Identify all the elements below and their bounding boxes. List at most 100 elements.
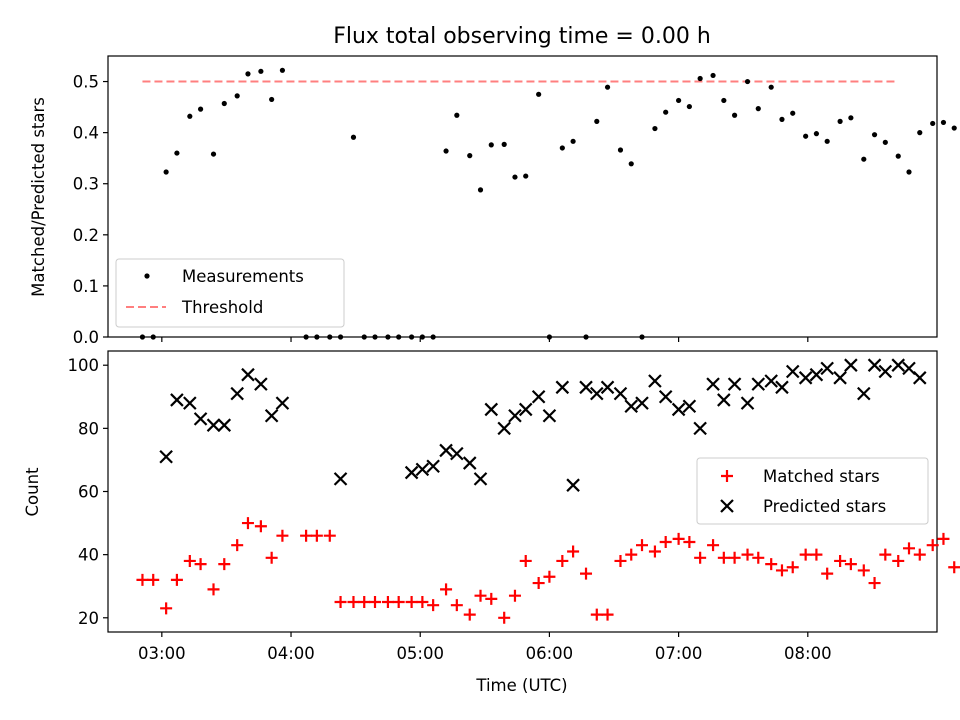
x-tick-label: 08:00 bbox=[784, 644, 832, 663]
legend-measurements-marker bbox=[144, 273, 150, 279]
measurement-point bbox=[570, 138, 576, 144]
matched-stars-point bbox=[799, 548, 812, 561]
predicted-stars-point bbox=[648, 374, 662, 388]
predicted-stars-point bbox=[775, 380, 789, 395]
predicted-stars-point bbox=[473, 472, 488, 486]
matched-stars-point bbox=[567, 545, 580, 558]
legend-matched-label: Matched stars bbox=[763, 467, 880, 486]
measurement-point bbox=[861, 156, 867, 162]
matched-stars-point bbox=[241, 517, 254, 530]
measurement-point bbox=[488, 142, 494, 148]
top-panel: Flux total observing time = 0.00 h Match… bbox=[29, 24, 957, 347]
bottom-panel: Count Time (UTC) 20 40 60 80 100 03:00 04:00 05… bbox=[23, 350, 960, 695]
measurement-point bbox=[385, 334, 391, 340]
matched-stars-point bbox=[519, 554, 532, 567]
predicted-stars-point bbox=[878, 364, 893, 379]
measurement-point bbox=[536, 91, 542, 97]
matched-stars-point bbox=[427, 599, 440, 612]
matched-stars-point bbox=[614, 554, 627, 567]
measurement-point bbox=[197, 106, 204, 112]
top-panel-title: Flux total observing time = 0.00 h bbox=[333, 24, 711, 49]
predicted-stars-point bbox=[404, 465, 419, 480]
measurement-point bbox=[686, 103, 692, 110]
measurement-point bbox=[454, 112, 460, 118]
measurement-point bbox=[234, 93, 240, 99]
predicted-stars-point bbox=[439, 443, 453, 458]
predicted-stars-point bbox=[891, 358, 906, 372]
matched-stars-point bbox=[580, 567, 593, 580]
predicted-stars-point bbox=[798, 371, 813, 385]
measurement-point bbox=[663, 109, 669, 115]
measurement-point bbox=[269, 96, 275, 103]
predicted-stars-point bbox=[706, 377, 720, 391]
measurement-point bbox=[523, 173, 529, 179]
predicted-stars-point bbox=[275, 396, 290, 410]
matched-stars-point bbox=[694, 551, 707, 564]
matched-stars-point bbox=[672, 532, 685, 545]
measurement-point bbox=[940, 119, 947, 126]
predicted-stars-point bbox=[264, 408, 279, 423]
legend-box bbox=[696, 457, 929, 525]
measurement-point bbox=[258, 68, 264, 74]
matched-stars-point bbox=[381, 596, 394, 609]
predicted-stars-point bbox=[857, 386, 871, 401]
matched-stars-point bbox=[868, 577, 881, 590]
measurement-point bbox=[594, 118, 600, 124]
predicted-stars-point bbox=[254, 377, 268, 391]
predicted-stars-point bbox=[693, 421, 707, 436]
matched-stars-point bbox=[821, 567, 834, 580]
matched-stars-point bbox=[879, 548, 892, 561]
matched-stars-point bbox=[450, 599, 463, 612]
matched-stars-point bbox=[194, 558, 207, 571]
matched-stars-point bbox=[707, 539, 720, 552]
y-tick-label: 0.5 bbox=[73, 73, 99, 92]
matched-stars-point bbox=[498, 611, 511, 624]
predicted-stars-point bbox=[170, 393, 184, 407]
predicted-stars-point bbox=[555, 380, 570, 395]
matched-stars-point bbox=[231, 539, 244, 552]
measurement-point bbox=[930, 120, 936, 127]
matched-stars-point bbox=[485, 592, 498, 605]
measurement-point bbox=[721, 97, 727, 104]
matched-stars-point bbox=[834, 554, 847, 567]
measurement-point bbox=[337, 334, 344, 340]
matched-stars-point bbox=[392, 596, 405, 609]
x-tick-label: 06:00 bbox=[526, 644, 574, 663]
measurement-point bbox=[895, 153, 901, 159]
matched-stars-point bbox=[207, 583, 220, 596]
matched-stars-point bbox=[183, 554, 196, 567]
matched-stars-point bbox=[136, 573, 149, 586]
measurement-point bbox=[917, 130, 923, 136]
predicted-stars-point bbox=[579, 380, 593, 395]
measurement-point bbox=[430, 334, 436, 340]
predicted-stars-point bbox=[193, 412, 208, 426]
measurement-point bbox=[871, 132, 878, 138]
matched-stars-point bbox=[474, 589, 487, 602]
matched-stars-point bbox=[532, 577, 545, 590]
matched-stars-point bbox=[147, 573, 160, 586]
matched-stars-point bbox=[369, 596, 382, 609]
measurement-point bbox=[477, 187, 484, 193]
measurement-point bbox=[906, 169, 912, 175]
matched-stars-point bbox=[903, 542, 916, 555]
matched-stars-point bbox=[857, 564, 870, 577]
measurement-point bbox=[467, 153, 473, 159]
measurement-point bbox=[512, 174, 518, 180]
measurement-point bbox=[652, 125, 658, 132]
measurement-point bbox=[583, 334, 589, 340]
measurement-point bbox=[837, 118, 843, 124]
top-y-axis-label: Matched/Predicted stars bbox=[29, 97, 48, 297]
measurement-point bbox=[409, 334, 415, 340]
measurement-point bbox=[951, 125, 957, 131]
matched-stars-point bbox=[601, 608, 614, 621]
predicted-stars-point bbox=[902, 361, 916, 376]
matched-stars-point bbox=[892, 554, 905, 567]
y-tick-label: 60 bbox=[78, 483, 99, 502]
x-tick-label: 07:00 bbox=[655, 644, 703, 663]
measurement-point bbox=[639, 334, 645, 340]
measurement-point bbox=[245, 71, 251, 77]
measurement-point bbox=[779, 116, 785, 122]
measurement-point bbox=[443, 148, 449, 154]
predicted-stars-point bbox=[241, 367, 255, 382]
